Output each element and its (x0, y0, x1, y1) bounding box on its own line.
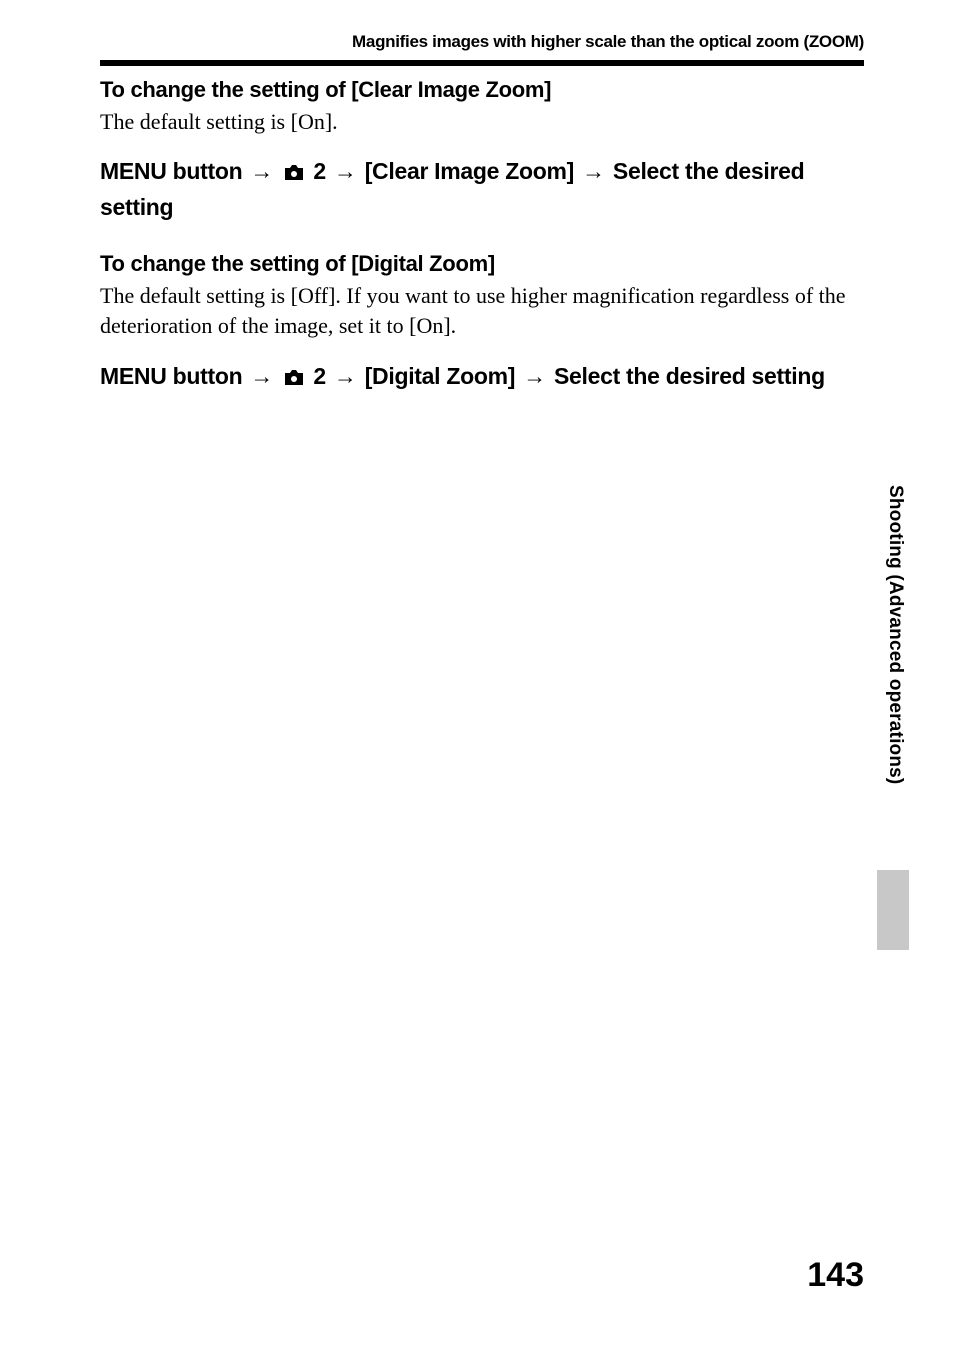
digital-zoom-heading: To change the setting of [Digital Zoom] (100, 250, 864, 279)
clear-image-zoom-heading: To change the setting of [Clear Image Zo… (100, 76, 864, 105)
arrow-icon: → (334, 155, 357, 188)
clear-image-zoom-body: The default setting is [On]. (100, 107, 864, 138)
page-container: Magnifies images with higher scale than … (0, 0, 954, 1345)
digital-zoom-menu-path: MENU button → 2 → [Digital Zoom] → Selec… (100, 360, 864, 395)
camera-icon (283, 157, 305, 190)
section-divider (100, 60, 864, 66)
menu-path-prefix: MENU button (100, 363, 242, 389)
header-title: Magnifies images with higher scale than … (100, 32, 864, 52)
menu-path-prefix: MENU button (100, 158, 242, 184)
menu-path-suffix: Select the desired setting (554, 363, 825, 389)
menu-path-tab-num: 2 (313, 158, 326, 184)
digital-zoom-body: The default setting is [Off]. If you wan… (100, 281, 864, 343)
arrow-icon: → (250, 360, 273, 393)
page-number: 143 (807, 1256, 864, 1295)
clear-image-zoom-menu-path: MENU button → 2 → [Clear Image Zoom] → S… (100, 155, 864, 224)
arrow-icon: → (250, 155, 273, 188)
menu-path-item: [Clear Image Zoom] (365, 158, 574, 184)
arrow-icon: → (582, 155, 605, 188)
side-section-label: Shooting (Advanced operations) (884, 485, 906, 784)
side-tab-marker (877, 870, 909, 950)
menu-path-tab-num: 2 (313, 363, 326, 389)
arrow-icon: → (523, 360, 546, 393)
menu-path-item: [Digital Zoom] (365, 363, 515, 389)
arrow-icon: → (334, 360, 357, 393)
camera-icon (283, 362, 305, 395)
